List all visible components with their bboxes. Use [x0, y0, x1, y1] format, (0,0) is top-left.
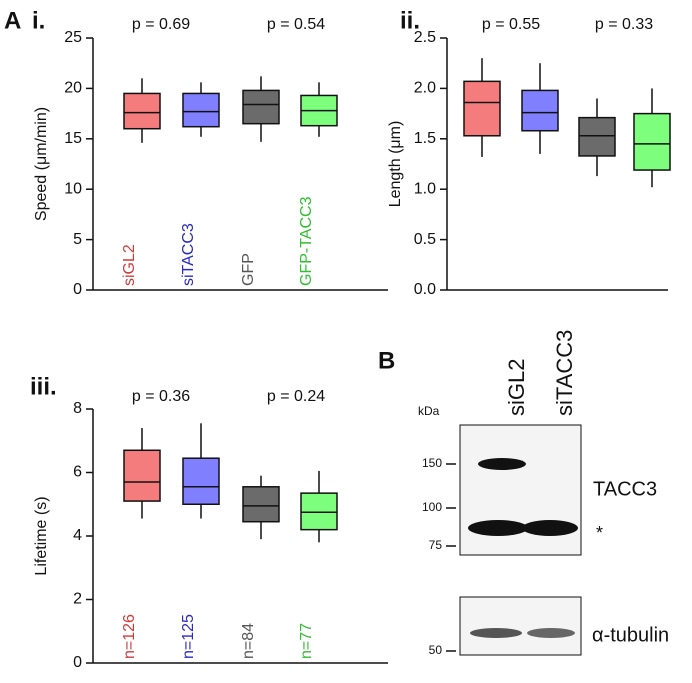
- lane-label: siGL2: [504, 359, 529, 416]
- panel-label: B: [378, 347, 395, 374]
- panel-label: A: [4, 7, 21, 34]
- p-value: p = 0.54: [267, 16, 325, 33]
- y-tick-label: 1.5: [414, 130, 436, 147]
- y-tick-label: 25: [64, 29, 82, 46]
- y-axis-label: Length (μm): [387, 121, 404, 208]
- p-value: p = 0.33: [595, 16, 653, 33]
- y-tick-label: 20: [64, 80, 82, 97]
- category-label: n=125: [180, 614, 197, 659]
- box: [521, 89, 559, 132]
- y-tick-label: 2: [73, 591, 82, 608]
- box: [463, 80, 501, 137]
- marker-label: 100: [422, 500, 442, 514]
- y-tick-label: 0.0: [414, 281, 436, 298]
- category-label: n=84: [240, 623, 257, 659]
- band: [527, 628, 575, 638]
- band: [478, 458, 526, 470]
- marker-label: 50: [429, 643, 443, 657]
- panel-title: iii.: [30, 373, 57, 400]
- category-label: n=77: [298, 623, 315, 659]
- panel-title: ii.: [400, 7, 420, 34]
- box: [182, 457, 220, 505]
- band-label: TACC3: [593, 478, 657, 500]
- box: [300, 492, 338, 531]
- category-label: siTACC3: [180, 223, 197, 286]
- y-axis-label: Speed (μm/min): [33, 107, 50, 221]
- band-label: *: [596, 523, 603, 543]
- y-tick-label: 0: [73, 281, 82, 298]
- y-tick-label: 15: [64, 130, 82, 147]
- band: [522, 520, 578, 536]
- p-value: p = 0.69: [132, 16, 190, 33]
- y-tick-label: 2.5: [414, 29, 436, 46]
- category-label: siGL2: [121, 244, 138, 286]
- lane-label: siTACC3: [552, 330, 577, 416]
- y-tick-label: 10: [64, 180, 82, 197]
- band: [468, 520, 528, 536]
- unit-label: kDa: [418, 404, 440, 418]
- band-label: α-tubulin: [592, 624, 669, 646]
- y-tick-label: 5: [73, 231, 82, 248]
- y-tick-label: 6: [73, 464, 82, 481]
- y-tick-label: 0.5: [414, 231, 436, 248]
- box: [123, 449, 161, 502]
- category-label: n=126: [121, 614, 138, 659]
- y-tick-label: 8: [73, 400, 82, 417]
- box: [633, 112, 671, 171]
- box: [182, 92, 220, 128]
- box: [123, 92, 161, 130]
- box: [242, 486, 280, 523]
- panel-title: i.: [32, 7, 45, 34]
- marker-label: 150: [422, 456, 442, 470]
- box: [578, 116, 616, 157]
- y-tick-label: 1.0: [414, 180, 436, 197]
- p-value: p = 0.55: [482, 16, 540, 33]
- marker-label: 75: [429, 538, 443, 552]
- y-tick-label: 4: [73, 527, 82, 544]
- category-label: GFP-TACC3: [298, 196, 315, 286]
- blot: kDa siGL2 siTACC3 150 100 75 50 TACC3 * …: [418, 330, 669, 658]
- y-tick-label: 0: [73, 654, 82, 671]
- p-value: p = 0.36: [132, 388, 190, 405]
- p-value: p = 0.24: [267, 388, 325, 405]
- y-axis-label: Lifetime (s): [33, 496, 50, 575]
- membrane: [459, 424, 582, 556]
- band: [470, 628, 522, 638]
- y-tick-label: 2.0: [414, 80, 436, 97]
- membrane: [459, 596, 582, 656]
- category-label: GFP: [240, 253, 257, 286]
- box: [242, 89, 280, 125]
